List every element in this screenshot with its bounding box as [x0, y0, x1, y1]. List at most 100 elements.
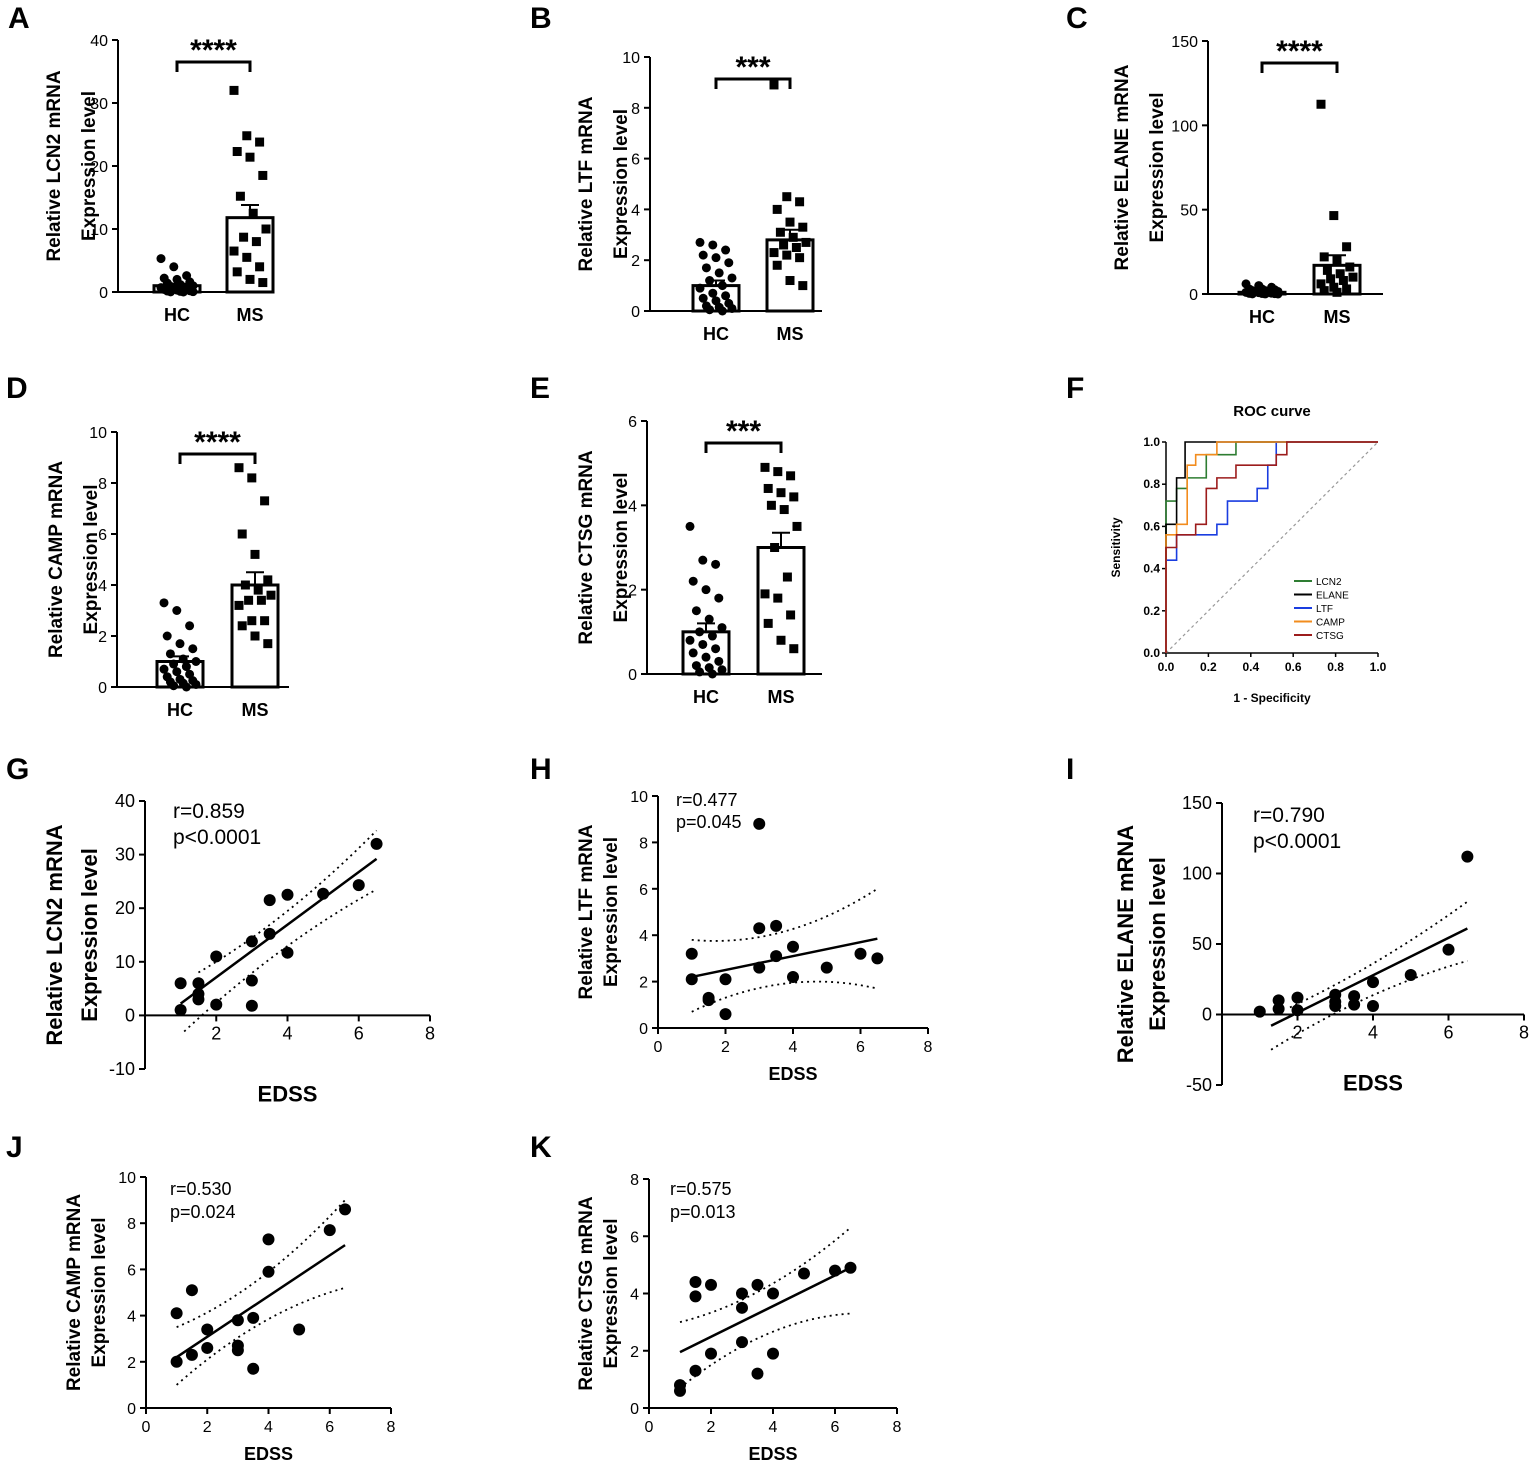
hc-point [691, 606, 701, 616]
scatter-point [753, 922, 766, 935]
ms-point [788, 232, 798, 242]
x-tick-label: 0 [654, 1039, 663, 1056]
y-tick-label: 4 [127, 1309, 136, 1326]
y-tick-label: 8 [631, 101, 640, 118]
ms-point [247, 616, 257, 626]
y-tick-label: 40 [90, 33, 108, 50]
y-tick-label: 10 [118, 1170, 136, 1187]
y-axis-label: Relative CAMP mRNA [46, 461, 67, 658]
scatter-point [770, 919, 783, 932]
hc-point [701, 652, 711, 662]
scatter-point [192, 977, 205, 990]
scatter-point [1272, 1002, 1285, 1015]
roc-line-camp [1165, 441, 1378, 653]
y-axis-label-2: Expression level [79, 91, 100, 241]
scatter-point [705, 1347, 717, 1360]
scatter-point [1348, 998, 1361, 1011]
ms-point [1332, 255, 1342, 265]
scatter-point [263, 894, 276, 907]
hc-point [717, 665, 727, 675]
roc-line-ctsg [1165, 441, 1378, 653]
ci-upper [679, 1226, 852, 1324]
scatter-point [1291, 991, 1304, 1004]
category-label-HC: HC [693, 687, 719, 707]
scatter-point [247, 1362, 260, 1375]
y-axis-label: Relative CTSG mRNA [576, 450, 597, 645]
p-value: p=0.045 [676, 812, 742, 832]
hc-point [178, 654, 188, 664]
panel-label: A [8, 2, 30, 35]
ms-point [255, 137, 265, 147]
y-axis-label: Sensitivity [1109, 517, 1123, 577]
hc-point [707, 631, 717, 641]
x-tick-label: 2 [707, 1419, 716, 1436]
ms-point [255, 262, 265, 272]
ms-point [779, 505, 789, 515]
scatter-point [262, 1265, 275, 1278]
x-tick-label: 4 [282, 1023, 292, 1043]
x-tick-label: 1.0 [1370, 660, 1387, 674]
panel-C: C 0 50 100 150 HC MS **** Relative ELANE mRNA Exp… [1066, 2, 1383, 327]
ci-lower [679, 1312, 851, 1389]
ms-point [772, 204, 782, 214]
y-tick-label: 30 [90, 96, 108, 113]
y-tick-label: 2 [639, 975, 648, 992]
category-label-MS: MS [777, 324, 804, 344]
ms-point [232, 147, 242, 157]
x-tick-label: 4 [769, 1419, 778, 1436]
y-tick-label: 4 [639, 928, 648, 945]
scatter-point [231, 1314, 244, 1327]
hc-point [688, 648, 698, 658]
y-tick-label: 2 [628, 583, 637, 600]
ms-point [229, 246, 239, 256]
y-tick-label: 0 [639, 1021, 648, 1038]
p-value: p=0.013 [670, 1202, 736, 1222]
hc-point [688, 576, 698, 586]
ms-point [250, 549, 260, 559]
x-tick-label: 0.4 [1242, 660, 1259, 674]
y-tick-label: 4 [628, 498, 637, 515]
y-tick-label: -50 [1186, 1075, 1212, 1095]
x-tick-label: 4 [789, 1039, 798, 1056]
reference-diagonal [1165, 441, 1379, 654]
panel-I: I -50 0 50 100 150 2 4 6 8 r=0.790 p<0.0001 EDSS Rela… [1066, 753, 1529, 1096]
y-tick-label: 2 [630, 1344, 639, 1361]
scatter-point [685, 947, 698, 960]
ms-point [769, 248, 779, 258]
scatter-point [247, 1311, 260, 1324]
panel-label: K [530, 1131, 552, 1164]
y-tick-label: 0 [125, 1005, 135, 1025]
category-label-HC: HC [164, 305, 190, 325]
x-axis-label: 1 - Specificity [1233, 691, 1311, 705]
ms-point [239, 232, 249, 242]
ms-point [1329, 211, 1339, 221]
ms-point [266, 590, 276, 600]
hc-point [717, 623, 727, 633]
y-tick-label: 6 [631, 152, 640, 169]
ms-point [234, 463, 244, 473]
ci-upper [1289, 900, 1468, 1009]
y-tick-label: 10 [115, 952, 135, 972]
y-tick-label: 2 [98, 629, 107, 646]
hc-point [721, 245, 731, 255]
legend-label: ELANE [1316, 591, 1349, 602]
y-tick-label: 0 [98, 680, 107, 697]
hc-point [188, 287, 198, 297]
significance-bracket [714, 77, 792, 89]
ms-point [766, 500, 776, 510]
ms-point [779, 240, 789, 250]
ms-point [791, 243, 801, 252]
ms-point [234, 600, 244, 610]
y-axis-label-2: Expression level [611, 109, 632, 259]
scatter-point [770, 950, 783, 963]
legend-label: CAMP [1316, 618, 1345, 629]
hc-point [159, 598, 169, 608]
ms-point [258, 278, 268, 288]
ms-point [261, 224, 271, 234]
y-tick-label: 8 [127, 1216, 136, 1233]
hc-point [717, 281, 727, 291]
x-tick-label: 6 [856, 1039, 865, 1056]
y-tick-label: 0 [630, 1401, 639, 1418]
y-tick-label: 0.8 [1143, 477, 1160, 491]
ms-point [772, 260, 782, 270]
